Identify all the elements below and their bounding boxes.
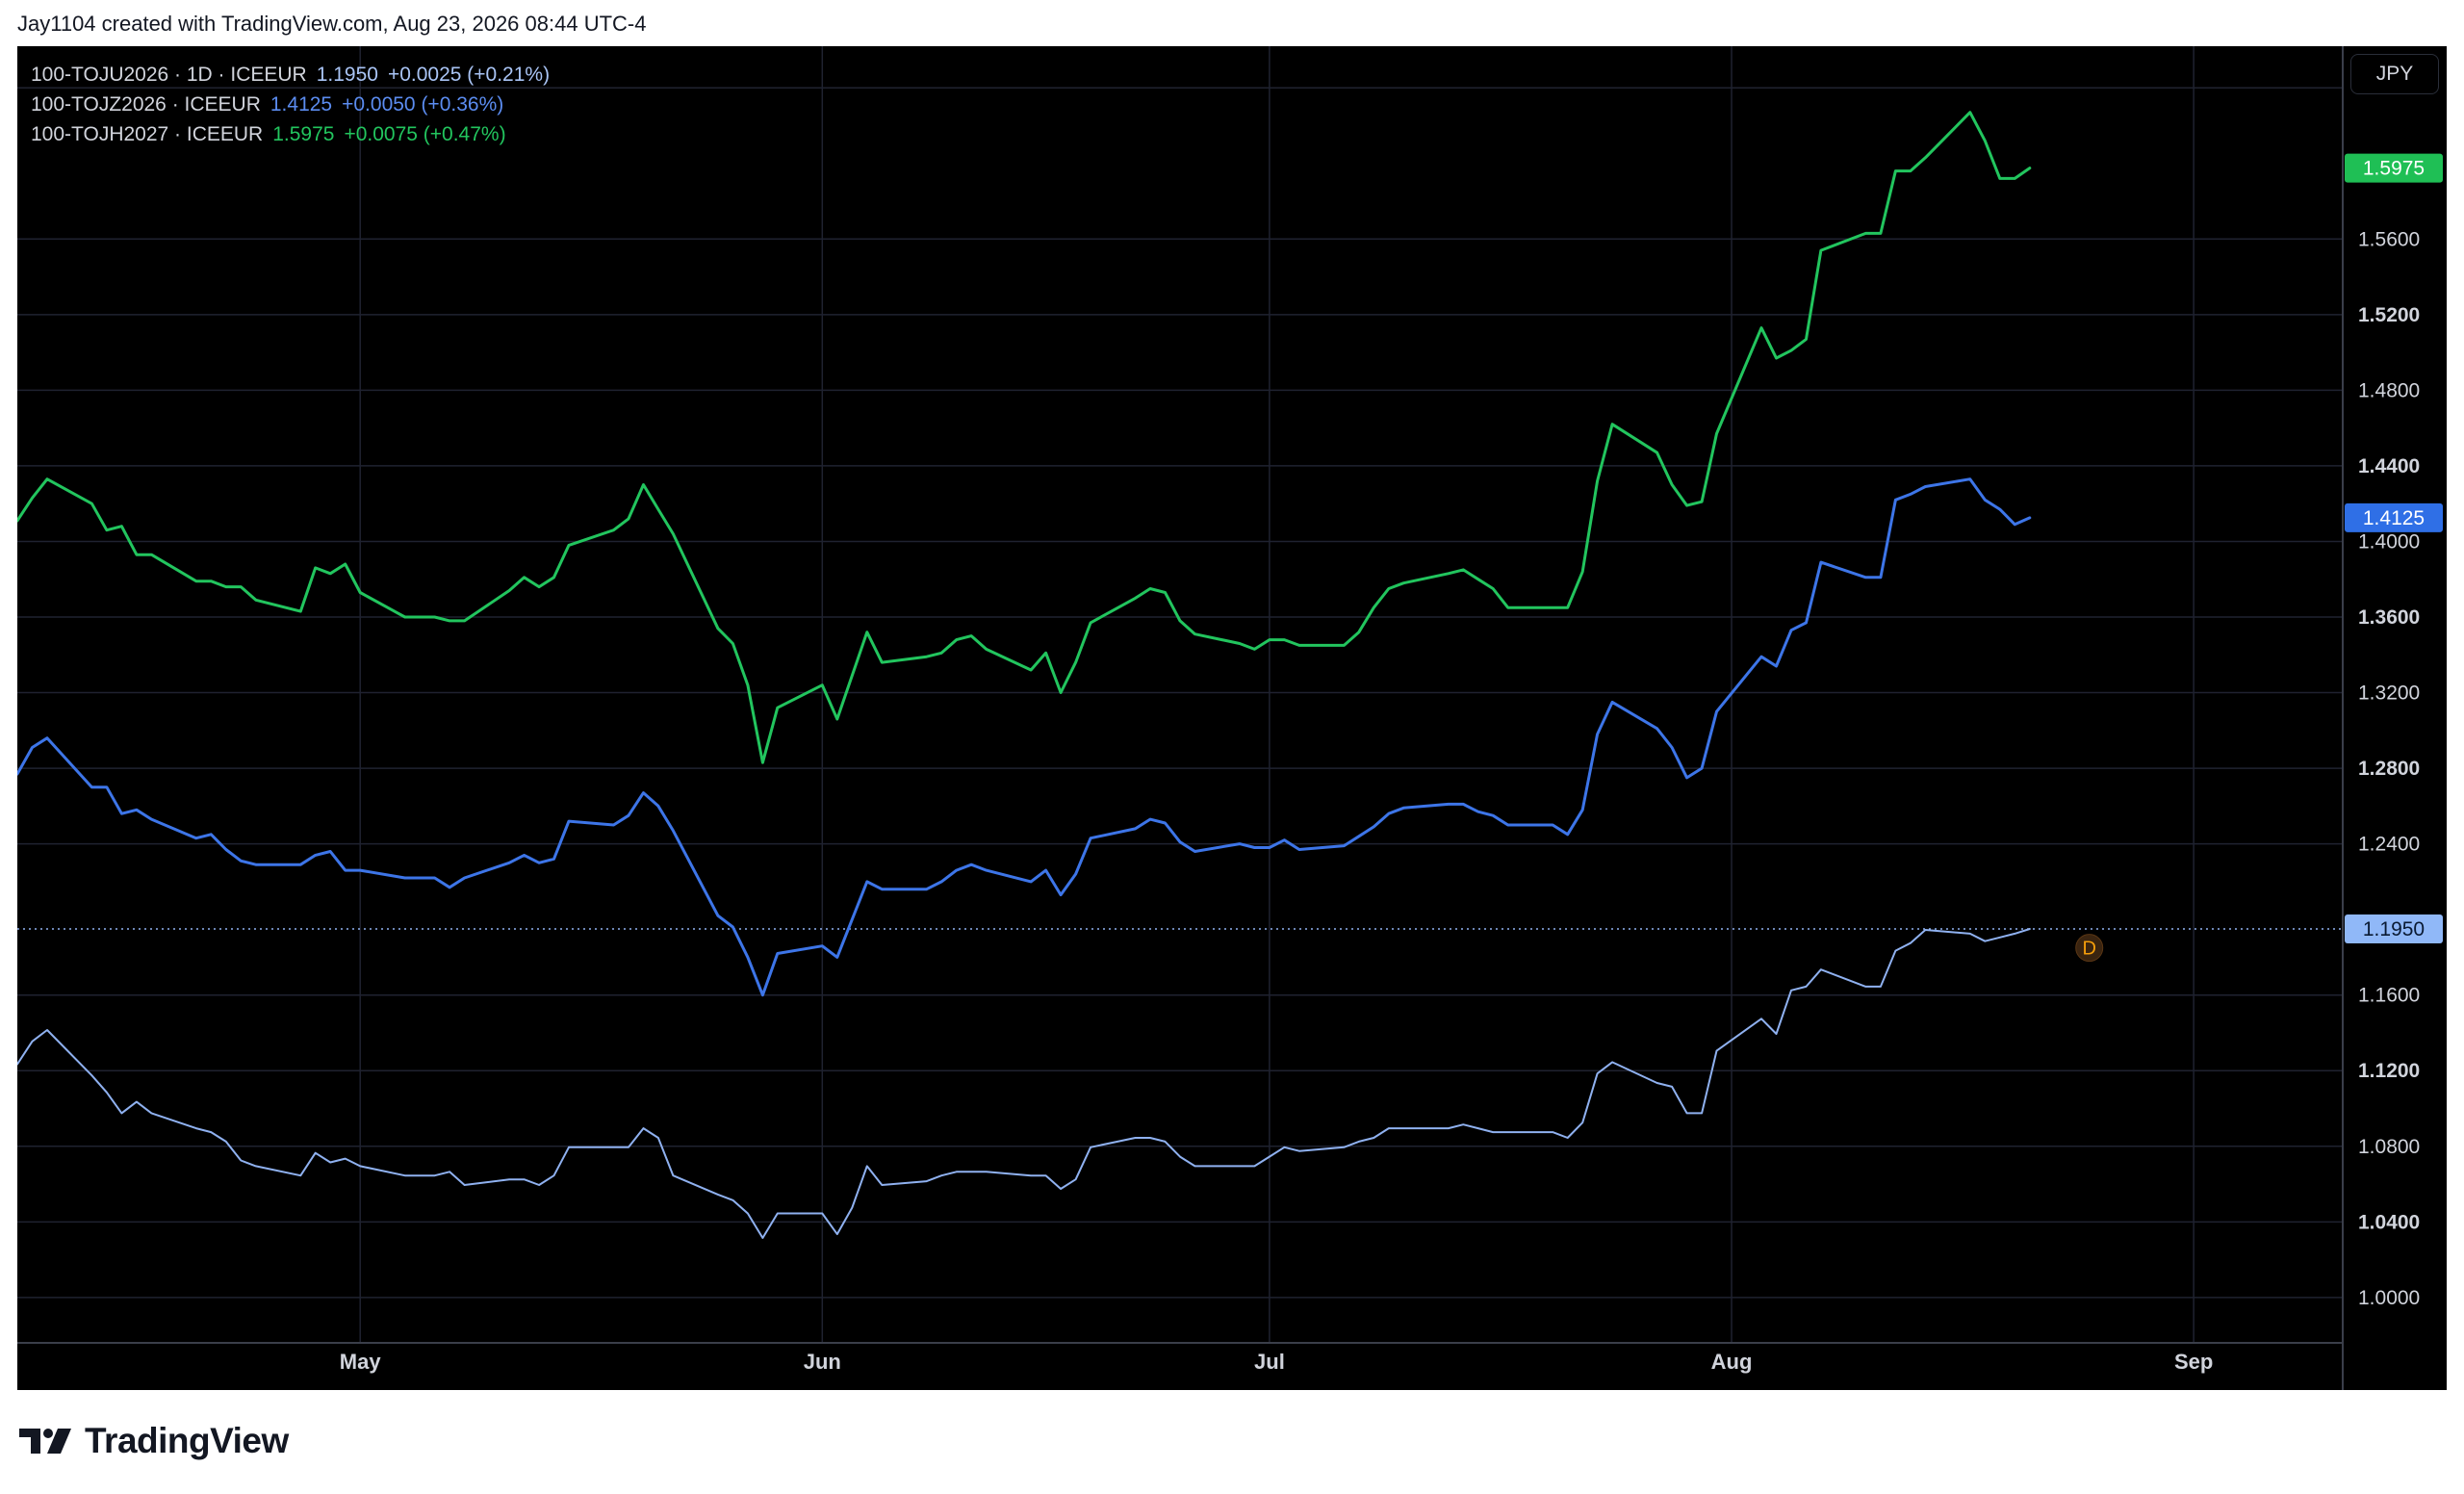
x-tick-label: Jul — [1254, 1350, 1285, 1374]
tradingview-logo-icon — [19, 1429, 71, 1454]
series-line-toju2026[interactable] — [17, 928, 2031, 1239]
legend-value: 1.4125 — [270, 93, 333, 116]
legend-row-tojh2027[interactable]: 100-TOJH2027 · ICEEUR 1.5975 +0.0075 (+0.4… — [31, 119, 550, 149]
y-tick-label: 1.5200 — [2358, 304, 2420, 326]
tradingview-logo[interactable]: TradingView — [19, 1421, 289, 1461]
series-line-tojh2027[interactable] — [17, 111, 2032, 764]
price-label-tojz2026-bg — [2345, 502, 2443, 532]
y-tick-label: 1.3200 — [2358, 683, 2420, 705]
legend-symbol: 100-TOJH2027 · ICEEUR — [31, 123, 264, 145]
y-tick-label: 1.3600 — [2358, 606, 2420, 629]
price-label-toju2026-bg — [2345, 914, 2443, 943]
y-tick-label: 1.0400 — [2358, 1211, 2420, 1233]
y-tick-label: 1.2400 — [2358, 834, 2420, 856]
chart-attribution: Jay1104 created with TradingView.com, Au… — [17, 12, 647, 36]
legend-symbol: 100-TOJZ2026 · ICEEUR — [31, 93, 261, 116]
y-tick-label: 1.4000 — [2358, 530, 2420, 553]
legend-value: 1.5975 — [272, 123, 335, 145]
y-tick-label: 1.0800 — [2358, 1136, 2420, 1158]
legend-symbol: 100-TOJU2026 · 1D · ICEEUR — [31, 64, 307, 86]
x-tick-label: Sep — [2174, 1350, 2213, 1374]
legend-value: 1.1950 — [316, 64, 378, 86]
dividend-marker-label: D — [2082, 939, 2095, 960]
tradingview-logo-text: TradingView — [85, 1421, 289, 1460]
x-tick-label: Aug — [1711, 1350, 1753, 1374]
legend: 100-TOJU2026 · 1D · ICEEUR 1.1950 +0.0025 … — [31, 60, 550, 149]
legend-row-toju2026[interactable]: 100-TOJU2026 · 1D · ICEEUR 1.1950 +0.0025 … — [31, 60, 550, 90]
legend-change: +0.0025 (+0.21%) — [387, 64, 551, 86]
y-tick-label: 1.1200 — [2358, 1060, 2420, 1082]
price-label-toju2026: 1.1950 — [2363, 918, 2425, 940]
chart-frame[interactable]: 100-TOJU2026 · 1D · ICEEUR 1.1950 +0.0025 … — [17, 46, 2447, 1390]
legend-change: +0.0050 (+0.36%) — [342, 93, 504, 116]
x-tick-label: Jun — [804, 1350, 841, 1374]
legend-row-tojz2026[interactable]: 100-TOJZ2026 · ICEEUR 1.4125 +0.0050 (+0.3… — [31, 90, 550, 119]
currency-button[interactable]: JPY — [2350, 54, 2439, 94]
chart-canvas[interactable]: MayJunJulAugSep1.64001.56001.52001.48001… — [17, 46, 2447, 1390]
y-tick-label: 1.0000 — [2358, 1287, 2420, 1309]
x-tick-label: May — [340, 1350, 382, 1374]
legend-change: +0.0075 (+0.47%) — [344, 123, 506, 145]
dividend-marker[interactable] — [2075, 934, 2104, 963]
y-tick-label: 1.4400 — [2358, 455, 2420, 477]
y-tick-label: 1.1600 — [2358, 985, 2420, 1007]
price-label-tojz2026: 1.4125 — [2363, 507, 2425, 529]
y-tick-label: 1.2800 — [2358, 758, 2420, 780]
price-label-tojh2027-bg — [2345, 153, 2443, 183]
price-label-tojh2027: 1.5975 — [2363, 158, 2425, 180]
series-line-tojz2026[interactable] — [17, 477, 2032, 997]
y-tick-label: 1.4800 — [2358, 379, 2420, 401]
y-tick-label: 1.5600 — [2358, 228, 2420, 250]
